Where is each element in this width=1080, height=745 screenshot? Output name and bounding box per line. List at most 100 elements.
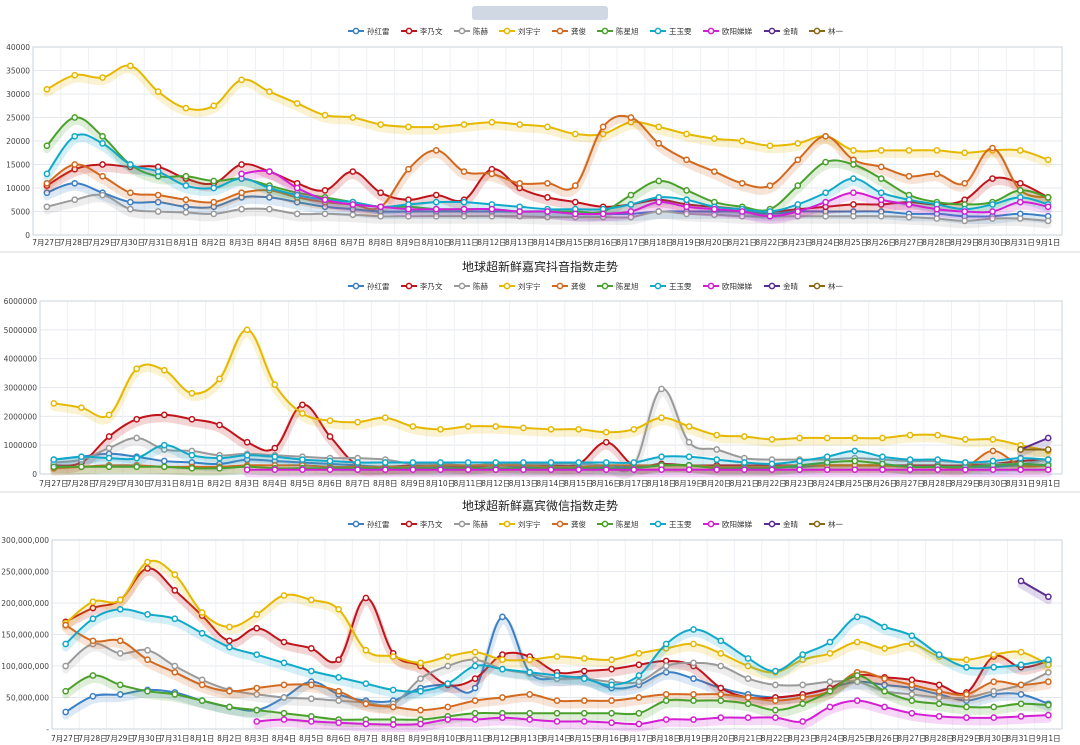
data-point <box>299 410 306 417</box>
data-point <box>608 697 615 705</box>
legend-marker <box>458 520 466 528</box>
data-point <box>738 208 746 215</box>
data-point <box>1045 701 1052 709</box>
series-龚俊 <box>62 621 1052 718</box>
x-tick-label: 8月13日 <box>509 479 538 488</box>
legend-marker <box>768 282 776 290</box>
x-tick-label: 8月1日 <box>180 479 205 488</box>
data-point <box>144 687 151 695</box>
data-point <box>321 111 329 119</box>
data-point <box>662 691 670 698</box>
data-point <box>71 114 79 121</box>
x-tick-label: 8月21日 <box>728 238 757 247</box>
data-point <box>1016 198 1024 206</box>
data-point <box>405 123 412 131</box>
data-point <box>850 147 857 154</box>
data-point <box>877 189 885 197</box>
x-tick-label: 8月15日 <box>564 479 593 488</box>
data-point <box>335 673 342 681</box>
data-point <box>1017 577 1025 585</box>
x-tick-label: 8月4日 <box>257 238 282 247</box>
data-point <box>851 447 859 455</box>
legend-marker <box>556 520 564 528</box>
data-point <box>464 423 472 430</box>
data-point <box>417 659 424 667</box>
data-point <box>553 653 561 660</box>
series-刘宇宁 <box>43 62 1052 168</box>
data-point <box>571 130 579 138</box>
series-陈赫 <box>43 191 1052 229</box>
data-point <box>822 189 829 197</box>
data-point <box>627 201 635 208</box>
x-tick-label: 8月24日 <box>813 479 842 488</box>
data-point <box>602 438 610 446</box>
data-point <box>520 459 527 466</box>
data-point <box>989 436 997 443</box>
data-point <box>280 681 288 689</box>
x-tick-label: 8月6日 <box>313 238 338 247</box>
data-point <box>685 466 693 474</box>
x-tick-label: 8月5日 <box>290 479 315 488</box>
data-point <box>744 675 752 682</box>
data-point <box>658 453 665 461</box>
data-point <box>744 714 752 722</box>
legend-entry: 刘宇宁 <box>518 281 541 291</box>
data-point <box>321 196 329 204</box>
data-point <box>116 596 124 604</box>
data-point <box>599 210 607 218</box>
data-point <box>1017 681 1025 689</box>
legend-marker <box>556 282 564 290</box>
data-point <box>266 88 273 96</box>
data-point <box>198 629 206 637</box>
data-point <box>683 156 690 164</box>
data-point <box>105 444 113 452</box>
data-point <box>133 415 141 423</box>
data-point <box>354 418 361 426</box>
data-point <box>437 466 444 474</box>
x-tick-label: 8月22日 <box>761 734 790 743</box>
data-point <box>526 709 534 717</box>
legend-entry: 李乃文 <box>420 281 443 291</box>
data-point <box>133 434 141 442</box>
data-point <box>171 615 179 623</box>
data-point <box>349 168 357 175</box>
data-point <box>1017 691 1025 698</box>
data-point <box>405 165 412 173</box>
x-tick-label: 8月19日 <box>674 479 703 488</box>
x-tick-label: 7月28日 <box>78 734 107 743</box>
data-point <box>690 659 697 667</box>
data-point <box>766 142 774 150</box>
data-point <box>683 196 690 204</box>
data-point <box>1044 434 1052 442</box>
data-point <box>471 697 479 705</box>
data-point <box>655 208 663 215</box>
data-point <box>299 466 306 474</box>
x-tick-label: 8月13日 <box>505 238 534 247</box>
data-point <box>547 466 555 474</box>
x-tick-label: 8月21日 <box>733 734 762 743</box>
x-tick-label: 8月27日 <box>894 238 923 247</box>
series-刘宇宁 <box>50 326 1052 459</box>
data-point <box>1017 648 1025 656</box>
data-point <box>853 678 861 686</box>
data-point <box>553 718 561 725</box>
data-point <box>460 212 468 220</box>
legend-marker <box>813 520 821 528</box>
x-tick-label: 8月26日 <box>868 479 897 488</box>
x-tick-label: 8月17日 <box>616 238 645 247</box>
data-point <box>683 130 690 138</box>
data-point <box>799 700 807 708</box>
series-欧阳娣娣 <box>243 466 1052 478</box>
series-shadow <box>1017 581 1052 605</box>
legend-entry: 陈赫 <box>473 26 488 36</box>
data-point <box>499 613 506 621</box>
x-tick-label: 8月2日 <box>217 734 242 743</box>
x-tick-label: 8月3日 <box>244 734 269 743</box>
data-point <box>794 182 802 189</box>
data-point <box>635 672 643 679</box>
data-point <box>553 709 561 717</box>
data-point <box>253 651 261 659</box>
legend-marker <box>405 520 413 528</box>
data-point <box>216 464 223 472</box>
x-tick-label: 7月30日 <box>116 238 145 247</box>
